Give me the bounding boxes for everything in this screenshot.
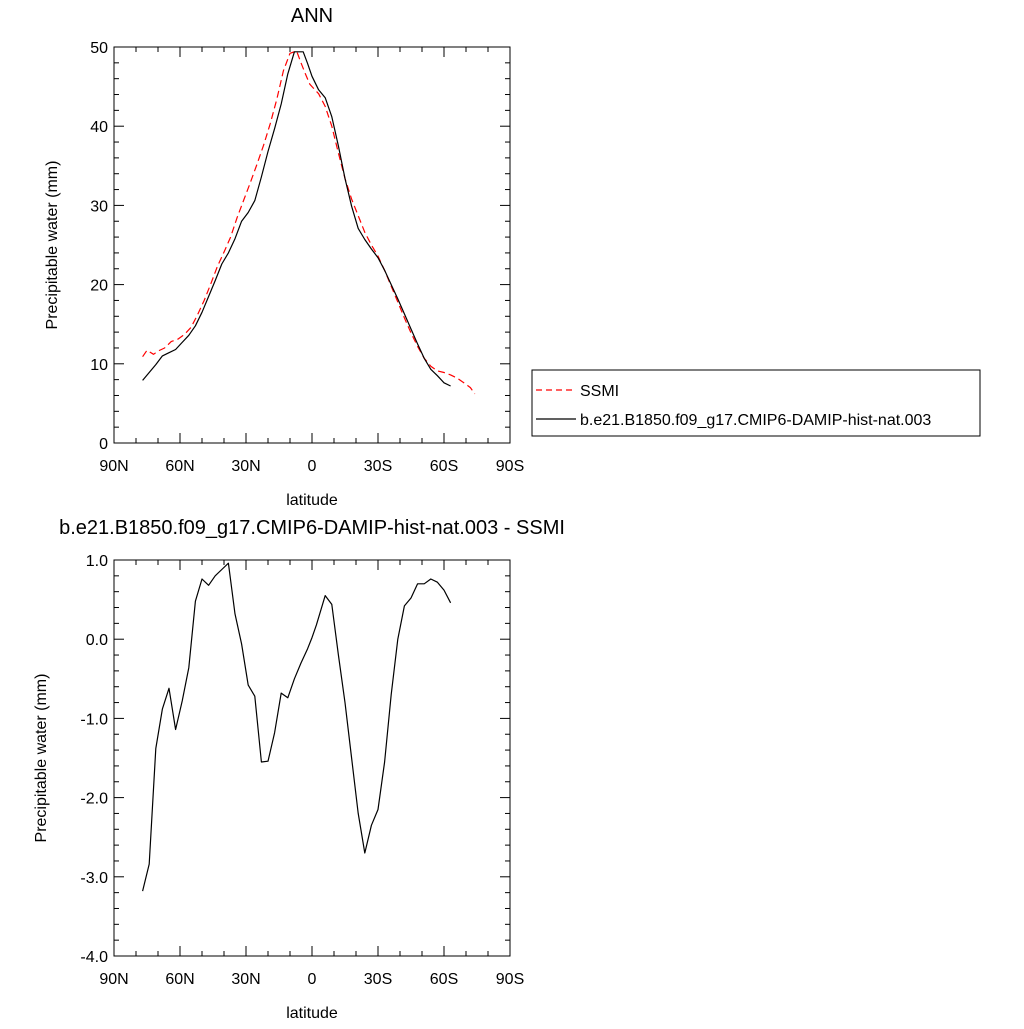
- x-tick-label: 60S: [430, 458, 458, 475]
- legend-box: [531, 369, 981, 437]
- y-tick-label: 10: [90, 357, 108, 374]
- x-axis-label: latitude: [286, 1005, 338, 1022]
- y-tick-label: 50: [90, 40, 108, 57]
- series-group: [142, 562, 452, 892]
- y-tick-label: 20: [90, 278, 108, 295]
- chart-top-ann: ANN 90N 60N 30N 0 30S 60S 90S 0 10 20 30 40 50 latit…: [44, 5, 524, 509]
- y-tick-label: 40: [90, 119, 108, 136]
- series-line-b-e21-b1850-f09-g17-cmip6-damip-hist-nat-003: [142, 51, 451, 387]
- y-tick-label: -1.0: [80, 711, 108, 728]
- legend-entry-ssmi: SSMI: [580, 383, 619, 400]
- y-tick-label: -4.0: [80, 949, 108, 966]
- x-tick-label: 30S: [364, 458, 392, 475]
- x-tick-label: 30S: [364, 971, 392, 988]
- series-line-ssmi: [142, 50, 476, 395]
- y-tick-label: -3.0: [80, 870, 108, 887]
- chart-title: ANN: [291, 5, 333, 27]
- y-tick-label: 1.0: [86, 553, 108, 570]
- axes-ticks: 90N 60N 30N 0 30S 60S 90S -4.0 -3.0 -2.0 -1.0 0.0 1.…: [80, 553, 524, 988]
- legend: SSMI b.e21.B1850.f09_g17.CMIP6-DAMIP-his…: [531, 369, 981, 437]
- y-axis-label: Precipitable water (mm): [33, 674, 50, 843]
- x-tick-label: 30N: [231, 971, 260, 988]
- x-tick-label: 90N: [99, 458, 128, 475]
- x-tick-label: 60N: [165, 458, 194, 475]
- y-tick-label: 0.0: [86, 632, 108, 649]
- y-tick-label: 30: [90, 198, 108, 215]
- y-axis-label: Precipitable water (mm): [44, 161, 61, 330]
- x-tick-label: 60N: [165, 971, 194, 988]
- y-tick-label: 0: [99, 436, 108, 453]
- series-group: [142, 50, 476, 395]
- axes-ticks: 90N 60N 30N 0 30S 60S 90S 0 10 20 30 40 50: [90, 40, 524, 475]
- x-tick-label: 90S: [496, 971, 524, 988]
- x-tick-label: 90S: [496, 458, 524, 475]
- x-tick-label: 90N: [99, 971, 128, 988]
- chart-bottom-difference: b.e21.B1850.f09_g17.CMIP6-DAMIP-hist-nat…: [33, 517, 565, 1022]
- chart-title: b.e21.B1850.f09_g17.CMIP6-DAMIP-hist-nat…: [59, 517, 565, 539]
- legend-entry-model: b.e21.B1850.f09_g17.CMIP6-DAMIP-hist-nat…: [580, 412, 931, 429]
- x-tick-label: 30N: [231, 458, 260, 475]
- x-tick-label: 0: [308, 971, 317, 988]
- x-tick-label: 0: [308, 458, 317, 475]
- x-tick-label: 60S: [430, 971, 458, 988]
- y-tick-label: -2.0: [80, 791, 108, 808]
- x-axis-label: latitude: [286, 492, 338, 509]
- series-line-difference: [142, 562, 452, 892]
